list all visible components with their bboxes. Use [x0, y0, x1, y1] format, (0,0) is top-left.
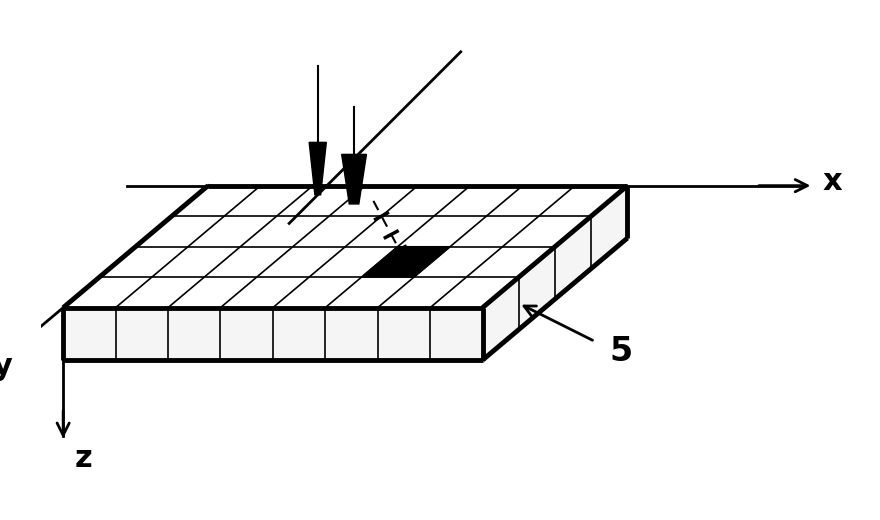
- Polygon shape: [309, 142, 326, 195]
- Polygon shape: [362, 246, 451, 277]
- Text: y: y: [0, 352, 12, 381]
- Text: x: x: [823, 167, 842, 197]
- Polygon shape: [482, 186, 627, 360]
- Text: 5: 5: [609, 334, 633, 368]
- Polygon shape: [63, 308, 482, 360]
- Polygon shape: [63, 186, 627, 308]
- Polygon shape: [341, 154, 366, 204]
- Text: z: z: [75, 444, 92, 473]
